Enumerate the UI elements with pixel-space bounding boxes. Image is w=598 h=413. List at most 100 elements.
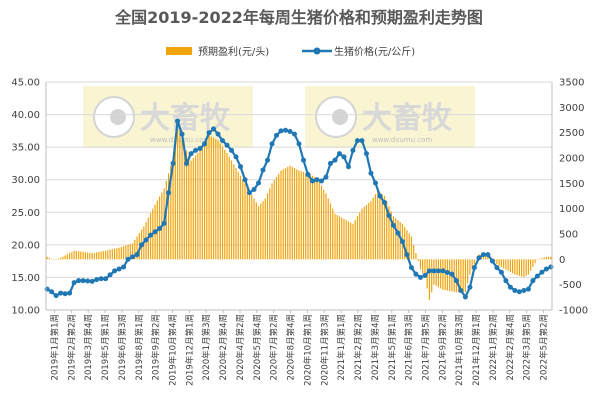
profit-bar	[341, 217, 343, 260]
x-tick-label: 2020年11月第3周	[319, 314, 330, 386]
price-point	[58, 290, 64, 296]
profit-bar	[201, 147, 203, 260]
profit-bar	[217, 140, 219, 260]
price-point	[170, 160, 176, 166]
profit-bar	[82, 251, 84, 260]
left-tick-label: 35.00	[11, 143, 40, 154]
price-point	[175, 118, 181, 124]
x-tick-label: 2019年5月第1周	[100, 314, 111, 380]
profit-bar	[206, 140, 208, 260]
profit-bar	[66, 254, 68, 260]
price-point	[98, 276, 104, 282]
profit-bar	[100, 251, 102, 260]
x-tick-label: 2019年3月第4周	[83, 314, 94, 380]
profit-bar	[327, 198, 329, 260]
price-point	[453, 278, 459, 284]
profit-bar	[284, 168, 287, 260]
x-tick-label: 2021年9月第2周	[437, 314, 448, 380]
price-point	[404, 252, 410, 258]
profit-bar	[424, 259, 426, 278]
left-tick-label: 15.00	[11, 273, 40, 284]
price-point	[359, 138, 365, 144]
profit-bar	[192, 158, 194, 260]
profit-bar	[289, 165, 291, 260]
profit-bar	[397, 220, 399, 260]
price-point	[179, 131, 185, 137]
profit-bar	[230, 160, 233, 260]
x-tick-label: 2021年2月第2周	[353, 314, 364, 380]
profit-bar	[325, 193, 327, 260]
price-point	[548, 264, 554, 270]
legend: 预期盈利(元/头) 生猪价格(元/公斤)	[166, 45, 415, 58]
profit-bar	[302, 171, 305, 260]
profit-bar	[514, 259, 516, 275]
profit-bar	[539, 258, 541, 260]
profit-bar	[255, 202, 257, 260]
price-point	[507, 284, 513, 290]
price-point	[283, 127, 289, 133]
profit-bar	[428, 259, 431, 300]
profit-bar	[122, 246, 125, 260]
profit-bar	[545, 256, 547, 260]
profit-bar	[415, 253, 417, 260]
legend-label-price: 生猪价格(元/公斤)	[334, 45, 415, 58]
profit-bar	[368, 202, 370, 260]
profit-bar	[455, 259, 458, 293]
price-point	[372, 180, 378, 186]
x-tick-label: 2021年5月第1周	[387, 314, 398, 380]
price-point	[139, 242, 145, 248]
profit-bar	[404, 227, 406, 260]
profit-bar	[46, 256, 48, 260]
price-point	[521, 287, 527, 293]
profit-bar	[104, 250, 107, 260]
price-point	[152, 229, 158, 235]
profit-bar	[365, 204, 368, 260]
price-point	[143, 237, 149, 243]
price-point	[44, 286, 50, 292]
profit-bar	[338, 216, 341, 260]
profit-bar	[336, 215, 338, 260]
profit-bar	[467, 259, 469, 284]
profit-bar	[113, 248, 116, 260]
x-tick-label: 2021年12月第1周	[471, 314, 482, 386]
profit-bar	[352, 223, 354, 260]
profit-bar	[51, 258, 53, 260]
right-tick-label: 2000	[559, 154, 584, 165]
profit-bar	[359, 212, 361, 260]
profit-bar	[323, 189, 325, 260]
price-point	[440, 268, 446, 274]
right-tick-label: 2500	[559, 128, 584, 139]
profit-bar	[190, 160, 192, 260]
price-point	[476, 255, 482, 261]
profit-bar	[91, 253, 93, 260]
profit-bar	[111, 249, 113, 260]
price-point	[336, 151, 342, 157]
profit-bar	[237, 171, 239, 260]
profit-bar	[181, 140, 183, 260]
profit-bar	[48, 257, 50, 260]
price-point	[238, 164, 244, 170]
x-tick-label: 2022年2月第4周	[505, 314, 516, 380]
right-tick-label: 500	[559, 230, 578, 241]
profit-bar	[264, 198, 266, 260]
price-point	[116, 266, 122, 272]
profit-bar	[120, 246, 122, 260]
left-tick-label: 25.00	[11, 208, 40, 219]
x-tick-label: 2021年1月第1周	[336, 314, 347, 380]
profit-bar	[410, 236, 413, 260]
profit-bar	[395, 218, 397, 260]
profit-bar	[246, 187, 248, 260]
profit-bar	[287, 166, 289, 260]
price-point	[395, 230, 401, 236]
price-point	[197, 145, 203, 151]
profit-bar	[316, 178, 318, 260]
left-tick-label: 10.00	[11, 306, 40, 317]
profit-bar	[435, 259, 437, 286]
profit-bar	[57, 258, 59, 260]
x-tick-label: 2019年1月第1周	[49, 314, 60, 380]
right-tick-label: 0	[559, 255, 565, 266]
price-point	[85, 278, 91, 284]
profit-bar	[498, 259, 500, 266]
watermark-right-text: 大畜牧	[362, 101, 453, 136]
